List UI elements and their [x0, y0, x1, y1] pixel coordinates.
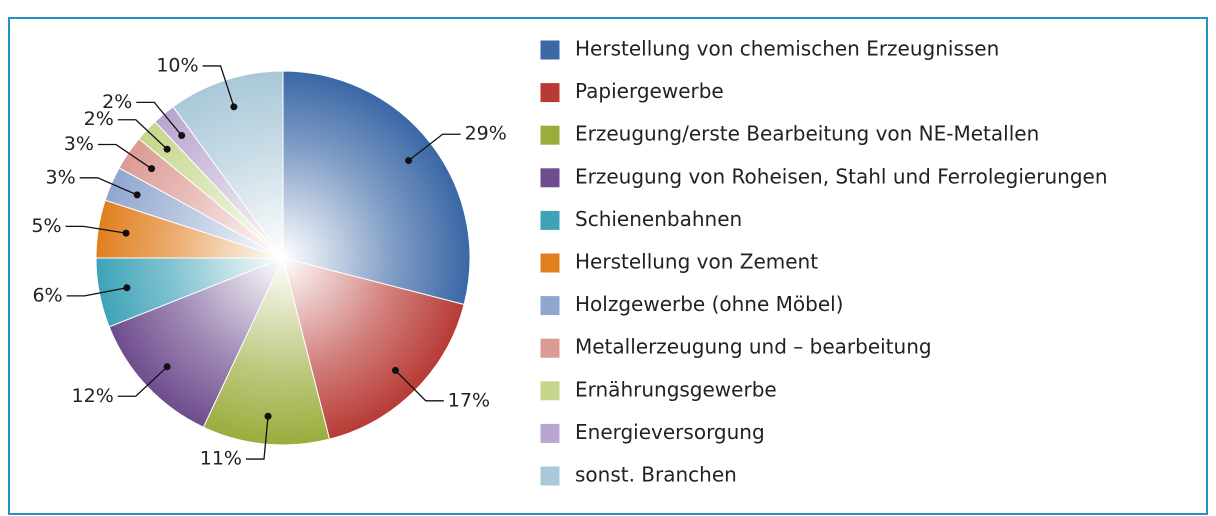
legend-swatch: [539, 380, 561, 402]
value-label: 12%: [72, 385, 114, 407]
value-label: 29%: [465, 123, 507, 145]
leader-line: [136, 101, 183, 136]
legend-swatch: [539, 167, 561, 189]
value-label: 17%: [448, 389, 490, 411]
leader-line: [117, 119, 168, 150]
legend-swatch: [539, 209, 561, 231]
frame: [8, 17, 1208, 515]
leader-line: [66, 287, 127, 297]
legend-swatch: [539, 82, 561, 104]
leader-line: [97, 143, 152, 170]
leader-line: [117, 366, 168, 397]
legend-swatch: [539, 295, 561, 317]
leader-line: [408, 133, 461, 162]
top-strip: [0, 0, 1216, 16]
value-label: 6%: [32, 284, 62, 306]
value-label: 10%: [156, 54, 198, 76]
legend-label: Ernährungsgewerbe: [575, 377, 777, 401]
legend-swatch: [539, 39, 561, 61]
legend-label: Energieversorgung: [575, 420, 765, 444]
leader-line: [79, 177, 138, 196]
legend-label: Erzeugung/erste Bearbeitung von NE-Metal…: [575, 122, 1039, 146]
leader-line: [65, 225, 127, 234]
legend-label: Herstellung von Zement: [575, 250, 818, 274]
leader-line: [202, 65, 235, 108]
legend-label: Holzgewerbe (ohne Möbel): [575, 292, 843, 316]
value-label: 11%: [200, 448, 242, 470]
legend-swatch: [539, 465, 561, 487]
value-label: 3%: [45, 166, 75, 188]
legend-label: Papiergewerbe: [575, 79, 724, 103]
leader-line: [245, 416, 269, 460]
legend-swatch: [539, 422, 561, 444]
legend: Herstellung von chemischen Erzeugnissen P…: [539, 37, 1108, 487]
value-label: 2%: [102, 91, 132, 113]
leader-line: [394, 369, 444, 402]
legend-label: Herstellung von chemischen Erzeugnissen: [575, 37, 999, 61]
value-label: 5%: [31, 215, 61, 237]
legend-swatch: [539, 252, 561, 274]
value-label: 3%: [64, 133, 94, 155]
labels: 29% 17% 11% 12% 6% 5% 3% 3% 2%2% 10%: [31, 54, 506, 469]
legend-swatch: [539, 124, 561, 146]
legend-swatch: [539, 337, 561, 359]
legend-label: Metallerzeugung und – bearbeitung: [575, 335, 932, 359]
value-label: 2%: [84, 108, 114, 130]
leader-dot: [123, 284, 131, 292]
legend-label: Schienenbahnen: [575, 207, 742, 231]
legend-label: sonst. Branchen: [575, 463, 737, 487]
legend-label: Erzeugung von Roheisen, Stahl und Ferrol…: [575, 164, 1108, 188]
